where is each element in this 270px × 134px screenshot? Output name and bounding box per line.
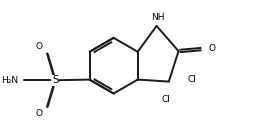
Text: O: O	[208, 44, 215, 53]
Text: O: O	[36, 109, 43, 118]
Text: H₂N: H₂N	[2, 76, 19, 85]
Text: Cl: Cl	[162, 95, 171, 104]
Text: Cl: Cl	[188, 75, 197, 84]
Text: O: O	[36, 42, 43, 51]
Text: NH: NH	[151, 13, 165, 22]
Text: S: S	[52, 75, 59, 85]
